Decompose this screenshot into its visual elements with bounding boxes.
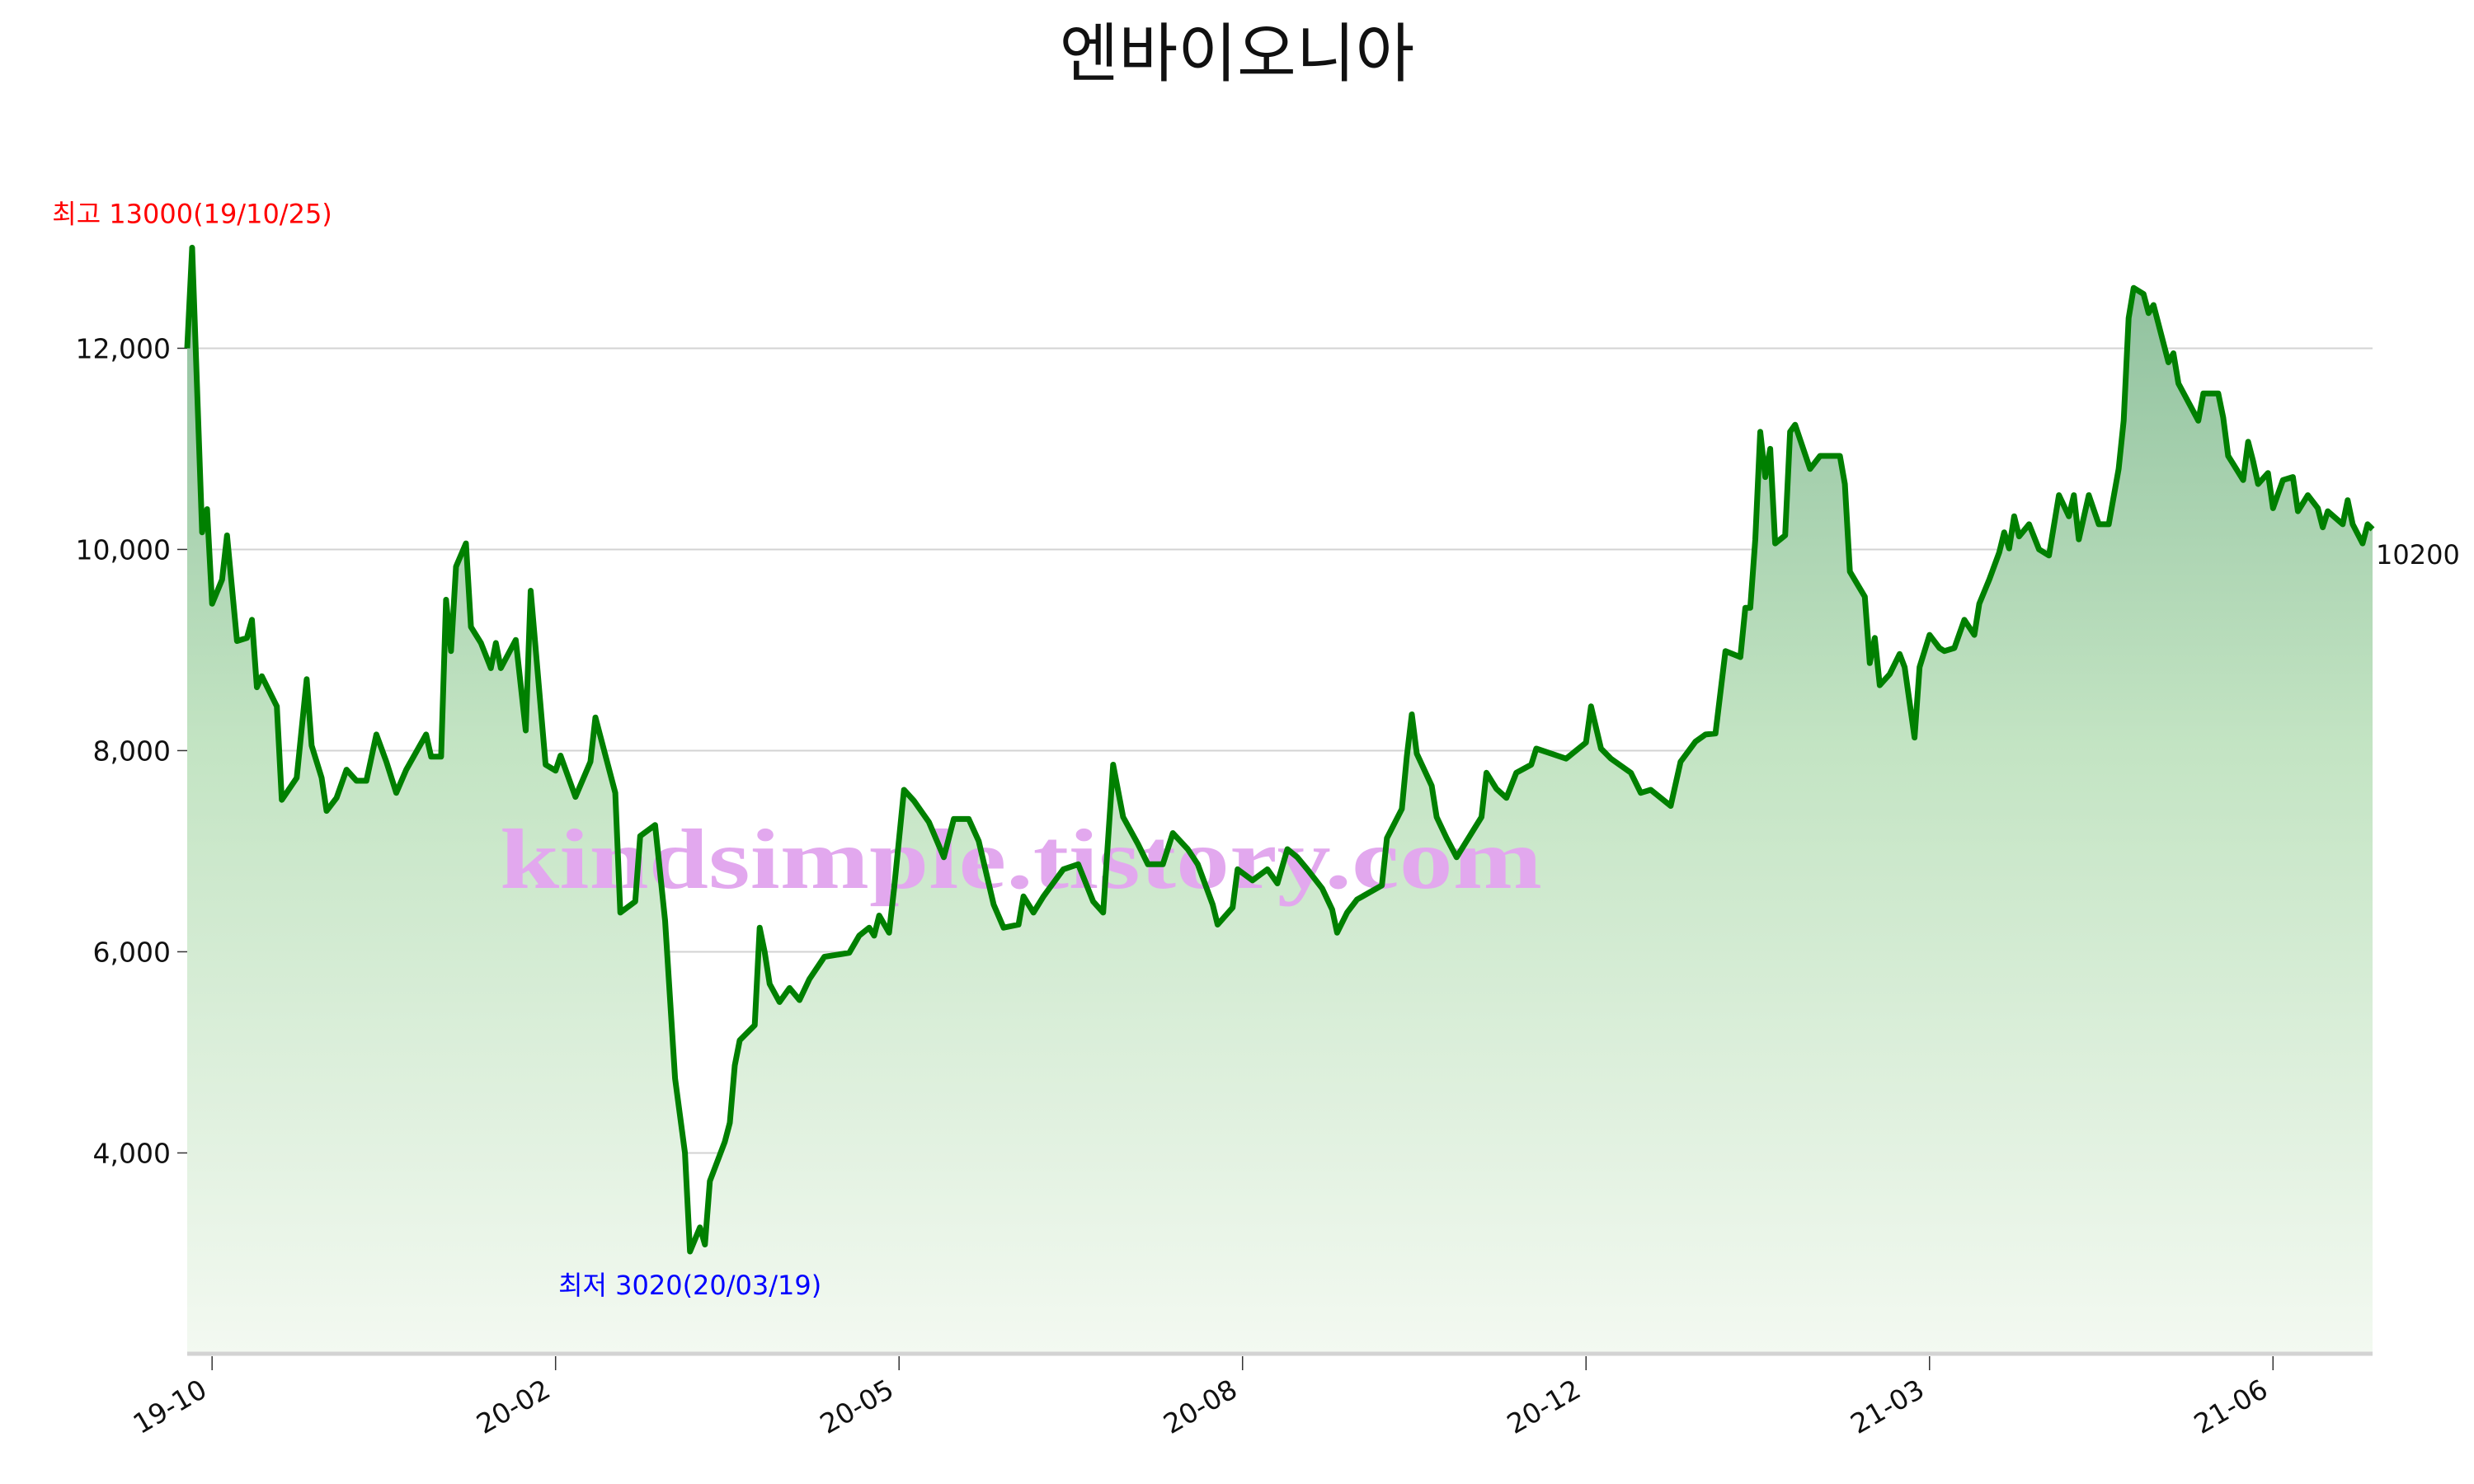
y-tick-label: 4,000 [93,1137,171,1169]
x-axis: 19-10 20-02 20-05 20-08 20-12 21-03 21-06 [128,1351,2373,1440]
chart-title: 엔바이오니아 [1060,17,1415,92]
max-price-annotation: 최고 13000(19/10/25) [52,198,332,229]
x-tick-label: 19-10 [128,1373,213,1440]
price-line [184,244,2375,1255]
x-tick-label: 21-06 [2189,1373,2274,1440]
x-tick-label: 20-08 [1158,1373,1243,1440]
min-price-annotation: 최저 3020(20/03/19) [558,1270,821,1301]
y-tick-label: 6,000 [93,936,171,968]
x-tick-label: 20-05 [815,1373,900,1440]
y-tick-label: 12,000 [76,332,171,364]
y-tick-label: 10,000 [76,533,171,566]
price-area-fill [187,247,2373,1352]
x-tick-label: 20-02 [471,1373,556,1440]
x-tick-label: 20-12 [1502,1373,1587,1440]
last-price-label: 10200 [2376,539,2460,571]
y-axis: 4,000 6,000 8,000 10,000 12,000 [76,332,187,1169]
x-tick-label: 21-03 [1845,1373,1930,1440]
y-tick-label: 8,000 [93,735,171,767]
